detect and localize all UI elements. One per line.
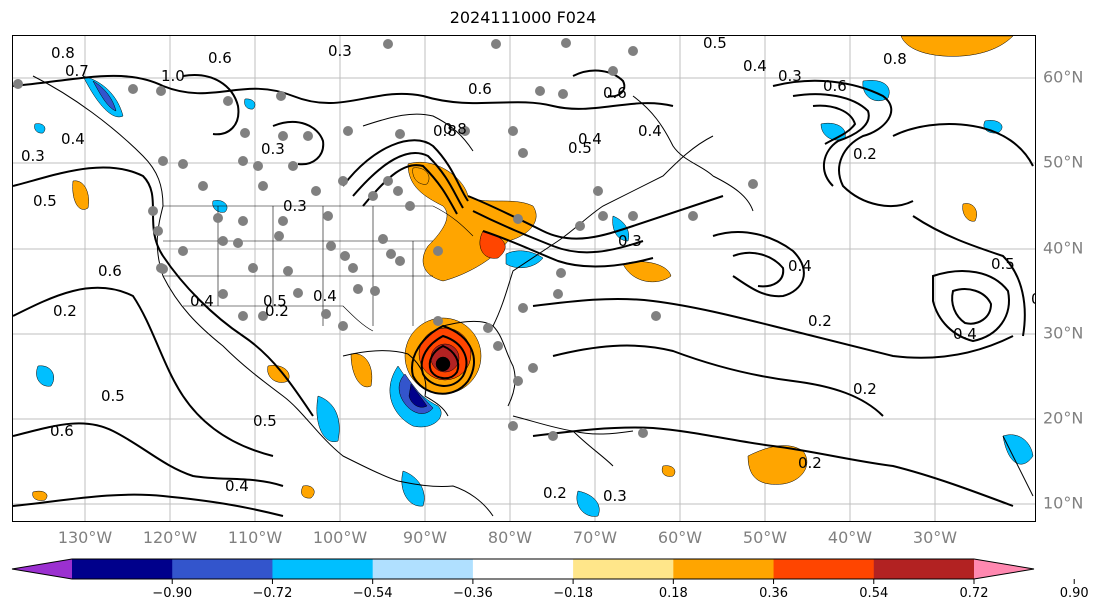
contour-label: 0.7 bbox=[1031, 290, 1036, 308]
longitude-label: 120°W bbox=[142, 528, 198, 547]
contour-label: 0.5 bbox=[253, 412, 277, 430]
colorbar-segment bbox=[12, 559, 72, 579]
longitude-label: 40°W bbox=[827, 528, 873, 547]
contour-label: 0.4 bbox=[953, 325, 977, 343]
colorbar-tick-label: −0.54 bbox=[352, 586, 393, 601]
contour-label: 0.4 bbox=[788, 257, 812, 275]
colorbar-tick-label: 0.54 bbox=[859, 586, 889, 601]
colorbar-segment bbox=[372, 559, 474, 579]
map-panel[interactable]: 0.8 0.7 0.6 1.0 0.4 0.3 0.5 0.6 0.8 0.4 0.6 0.5 0.4 0… bbox=[12, 35, 1036, 522]
contour-label: 0.6 bbox=[468, 80, 492, 98]
contour-label: 0.5 bbox=[703, 36, 727, 52]
contour-label: 0.3 bbox=[618, 232, 642, 250]
contour-label: 0.2 bbox=[853, 380, 877, 398]
contour-label: 0.2 bbox=[808, 312, 832, 330]
contour-label: 0.4 bbox=[225, 477, 249, 495]
colorbar-segment bbox=[573, 559, 674, 579]
colorbar-tick-label: −0.90 bbox=[152, 586, 193, 601]
colorbar-segment bbox=[974, 559, 1034, 579]
colorbar-tick-label: 0.90 bbox=[1059, 586, 1089, 601]
colorbar bbox=[11, 558, 1075, 584]
contour-label: 0.3 bbox=[328, 42, 352, 60]
longitude-label: 60°W bbox=[657, 528, 703, 547]
colorbar-tick-label: 0.72 bbox=[959, 586, 989, 601]
colorbar-tick-label: −0.72 bbox=[252, 586, 293, 601]
contour-label: 0.3 bbox=[261, 140, 285, 158]
contour-label: 0.4 bbox=[190, 292, 214, 310]
colorbar-segment bbox=[773, 559, 875, 579]
contour-label: 0.4 bbox=[313, 287, 337, 305]
contour-label: 0.6 bbox=[823, 77, 847, 95]
map-title: 2024111000 F024 bbox=[449, 8, 597, 27]
colorbar-outline bbox=[11, 558, 1035, 580]
contour-label: 0.3 bbox=[283, 197, 307, 215]
contour-label: 0.8 bbox=[443, 120, 467, 138]
contour-label: 0.4 bbox=[743, 57, 767, 75]
contour-label: 0.4 bbox=[61, 130, 85, 148]
contour-labels: 0.80.70.61.00.40.30.50.60.8 0.40.60.50.40… bbox=[21, 36, 1036, 505]
latitude-label: 50°N bbox=[1043, 152, 1084, 172]
contour-label: 0.8 bbox=[883, 50, 907, 68]
contour-label: 0.6 bbox=[603, 84, 627, 102]
colorbar-segment bbox=[272, 559, 374, 579]
contour-label: 0.7 bbox=[65, 62, 89, 80]
colorbar-tick-label: −0.36 bbox=[452, 586, 493, 601]
latitude-label: 40°N bbox=[1043, 238, 1084, 258]
contour-label: 0.5 bbox=[263, 292, 287, 310]
colorbar-segment bbox=[873, 559, 975, 579]
coastlines bbox=[32, 75, 1034, 517]
contour-label: 0.2 bbox=[798, 454, 822, 472]
colorbar-segment bbox=[472, 559, 574, 579]
graticule bbox=[13, 36, 1035, 521]
longitude-label: 130°W bbox=[57, 528, 113, 547]
contour-label: 0.3 bbox=[778, 67, 802, 85]
longitude-label: 80°W bbox=[487, 528, 533, 547]
longitude-label: 50°W bbox=[742, 528, 788, 547]
colorbar-tick-label: 0.36 bbox=[759, 586, 789, 601]
contour-label: 0.5 bbox=[991, 255, 1015, 273]
contour-label: 0.4 bbox=[578, 130, 602, 148]
contour-label: 0.6 bbox=[208, 49, 232, 67]
longitude-label: 90°W bbox=[402, 528, 448, 547]
contours bbox=[13, 69, 1034, 517]
colorbar-segment bbox=[72, 559, 173, 579]
colorbar-segment bbox=[172, 559, 273, 579]
longitude-label: 70°W bbox=[572, 528, 618, 547]
contour-label: 0.6 bbox=[98, 262, 122, 280]
colorbar-tick-label: −0.18 bbox=[553, 586, 594, 601]
map-canvas: 0.80.70.61.00.40.30.50.60.8 0.40.60.50.40… bbox=[13, 36, 1036, 521]
contour-label: 0.5 bbox=[568, 139, 592, 157]
contour-label: 0.3 bbox=[603, 487, 627, 505]
contour-label: 0.8 bbox=[51, 44, 75, 62]
contour-label: 1.0 bbox=[161, 67, 185, 85]
contour-label: 0.5 bbox=[33, 192, 57, 210]
contour-label: 0.2 bbox=[265, 302, 289, 320]
longitude-label: 30°W bbox=[912, 528, 958, 547]
latitude-label: 10°N bbox=[1043, 493, 1084, 513]
borders bbox=[163, 205, 474, 332]
contour-label: 0.2 bbox=[853, 145, 877, 163]
contour-label: 0.3 bbox=[21, 147, 45, 165]
contour-label: 0.2 bbox=[543, 484, 567, 502]
longitude-label: 100°W bbox=[312, 528, 368, 547]
contour-label: 0.5 bbox=[101, 387, 125, 405]
station-dots bbox=[13, 38, 758, 441]
latitude-label: 30°N bbox=[1043, 323, 1084, 343]
latitude-label: 20°N bbox=[1043, 408, 1084, 428]
colorbar-segment bbox=[673, 559, 775, 579]
contour-label: 0.8 bbox=[433, 122, 457, 140]
longitude-label: 110°W bbox=[227, 528, 283, 547]
contour-label: 0.6 bbox=[50, 422, 74, 440]
colorbar-tick-label: 0.18 bbox=[658, 586, 688, 601]
contour-label: 0.2 bbox=[53, 302, 77, 320]
contour-label: 0.4 bbox=[638, 122, 662, 140]
latitude-label: 60°N bbox=[1043, 67, 1084, 87]
